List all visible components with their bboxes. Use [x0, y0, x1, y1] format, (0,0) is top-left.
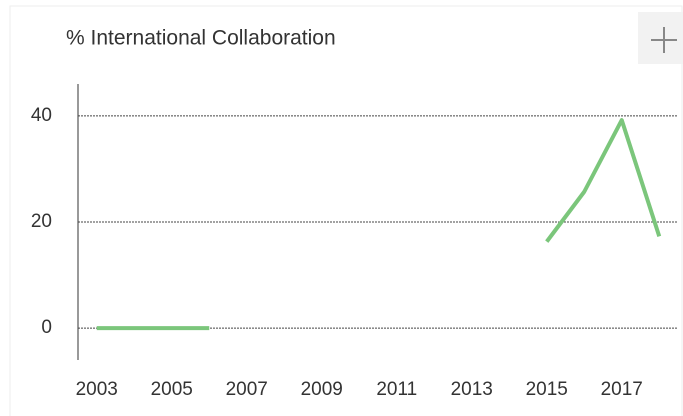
- x-tick-label: 2013: [451, 379, 493, 400]
- x-tick-label: 2011: [376, 379, 417, 400]
- x-tick-label: 2007: [226, 379, 268, 400]
- x-tick-label: 2009: [301, 379, 343, 400]
- x-tick-label: 2005: [151, 379, 193, 400]
- line: [96, 118, 662, 331]
- x-tick-label: 2015: [526, 379, 568, 400]
- y-tick-label: 20: [31, 211, 52, 232]
- y-tick-label: 0: [41, 317, 52, 338]
- y-tick-label: 40: [31, 105, 52, 126]
- add-button[interactable]: [638, 12, 683, 64]
- card: [9, 5, 683, 416]
- x-tick-label: 2003: [76, 379, 118, 400]
- x-tick-label: 2017: [601, 379, 643, 400]
- chart-title: % International Collaboration: [66, 27, 336, 50]
